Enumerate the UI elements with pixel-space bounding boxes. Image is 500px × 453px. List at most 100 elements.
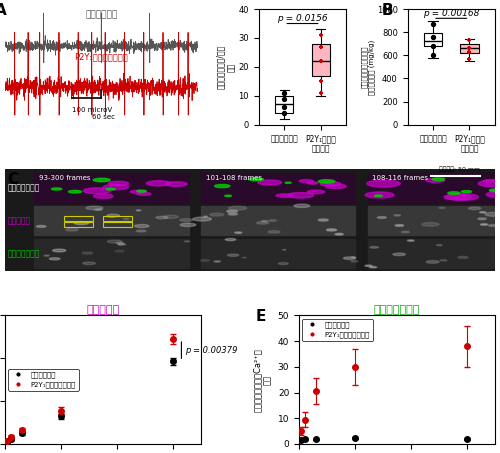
Circle shape (214, 184, 230, 188)
Circle shape (193, 217, 212, 221)
Circle shape (137, 190, 146, 192)
Circle shape (422, 222, 439, 226)
Circle shape (335, 233, 343, 235)
Circle shape (426, 260, 439, 263)
Legend: コントロール, P2Y₁受容体過剰発現: コントロール, P2Y₁受容体過剰発現 (8, 369, 78, 391)
Point (429, 33, 437, 40)
Point (466, 55, 473, 63)
Bar (34, 206, 189, 236)
Circle shape (285, 182, 291, 183)
Circle shape (115, 250, 124, 252)
Circle shape (94, 194, 113, 198)
Circle shape (486, 191, 500, 198)
Circle shape (118, 244, 126, 245)
Circle shape (462, 191, 471, 193)
Circle shape (108, 240, 122, 243)
Point (429, 20, 437, 28)
Point (316, 78, 324, 85)
Circle shape (44, 255, 50, 256)
Circle shape (447, 193, 478, 200)
Circle shape (408, 240, 414, 241)
Circle shape (426, 178, 444, 183)
Bar (34, 239, 189, 268)
Circle shape (52, 188, 62, 190)
Bar (201, 239, 356, 268)
Bar (103, 222, 132, 227)
Point (280, 89, 288, 96)
Circle shape (352, 257, 356, 258)
Bar (103, 216, 132, 221)
Circle shape (365, 192, 394, 198)
Circle shape (130, 190, 146, 193)
Bar (201, 173, 356, 202)
Text: 93-300 frames: 93-300 frames (40, 175, 91, 181)
Point (429, 52, 437, 59)
Circle shape (480, 224, 488, 225)
Bar (368, 239, 500, 268)
Circle shape (136, 230, 146, 232)
Circle shape (394, 215, 400, 216)
PathPatch shape (312, 44, 330, 76)
Circle shape (374, 195, 382, 197)
Circle shape (226, 210, 237, 212)
Circle shape (180, 223, 196, 226)
Circle shape (134, 225, 149, 227)
Point (466, 45, 473, 52)
Point (466, 48, 473, 55)
Circle shape (490, 189, 500, 192)
Point (316, 89, 324, 96)
Circle shape (66, 228, 78, 231)
Circle shape (108, 181, 128, 186)
Circle shape (146, 181, 171, 186)
Circle shape (344, 257, 356, 260)
Title: ニューロン: ニューロン (86, 305, 120, 315)
Circle shape (106, 188, 115, 190)
Circle shape (225, 238, 236, 241)
Circle shape (95, 209, 102, 210)
Point (466, 37, 473, 44)
Circle shape (432, 178, 444, 181)
Circle shape (308, 190, 324, 194)
Text: C: C (8, 172, 18, 187)
Circle shape (468, 207, 481, 210)
Circle shape (256, 222, 269, 224)
Circle shape (488, 225, 498, 226)
Circle shape (478, 180, 500, 187)
Circle shape (225, 195, 232, 197)
Circle shape (370, 246, 378, 248)
Text: スケール: 50 mm: スケール: 50 mm (439, 166, 480, 172)
Circle shape (83, 188, 111, 193)
Title: アストロサイト: アストロサイト (374, 305, 420, 315)
Circle shape (82, 262, 96, 265)
Text: アストロサイト: アストロサイト (8, 249, 40, 258)
Circle shape (136, 210, 140, 211)
Circle shape (378, 217, 386, 218)
Text: A: A (0, 3, 7, 18)
Point (316, 31, 324, 39)
Circle shape (402, 231, 409, 233)
Circle shape (300, 179, 313, 183)
Circle shape (262, 221, 268, 222)
Circle shape (82, 252, 93, 254)
PathPatch shape (460, 44, 478, 53)
Circle shape (166, 182, 187, 186)
Circle shape (228, 254, 239, 256)
Circle shape (478, 218, 486, 220)
Circle shape (156, 216, 168, 219)
Text: 101-108 frames: 101-108 frames (206, 175, 262, 181)
Circle shape (52, 249, 66, 252)
Point (280, 110, 288, 117)
Circle shape (180, 219, 193, 222)
Circle shape (326, 184, 346, 188)
Circle shape (116, 242, 124, 244)
Circle shape (440, 260, 447, 261)
Circle shape (49, 258, 60, 260)
Circle shape (74, 222, 88, 225)
Circle shape (320, 182, 340, 186)
Circle shape (210, 213, 224, 216)
Circle shape (36, 226, 46, 227)
PathPatch shape (275, 96, 293, 113)
Point (280, 104, 288, 111)
Text: B: B (382, 3, 393, 18)
Circle shape (448, 192, 460, 194)
